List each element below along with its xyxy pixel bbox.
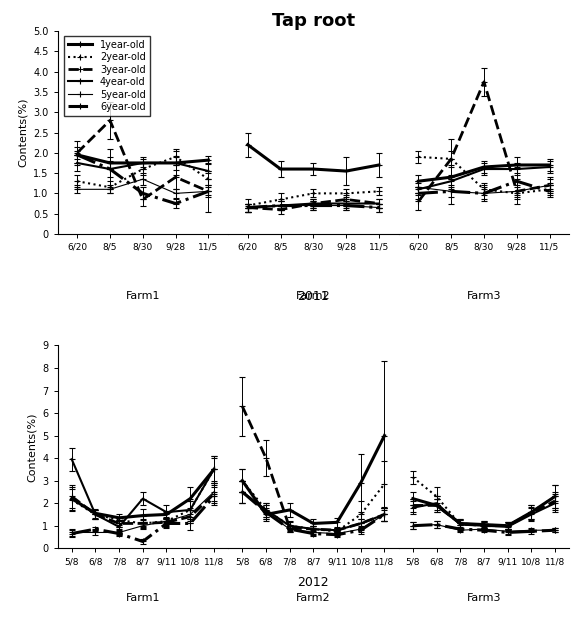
Text: Farm1: Farm1 [125, 593, 160, 603]
Text: 2011: 2011 [298, 290, 329, 303]
Text: Farm2: Farm2 [296, 593, 331, 603]
Y-axis label: Contents(%): Contents(%) [17, 98, 28, 168]
Title: Tap root: Tap root [272, 12, 355, 30]
Text: Farm2: Farm2 [296, 291, 331, 301]
Y-axis label: Contents(%): Contents(%) [26, 412, 37, 482]
Text: Farm1: Farm1 [125, 291, 160, 301]
Text: 2012: 2012 [298, 576, 329, 589]
Legend: 1year-old, 2year-old, 3year-old, 4year-old, 5year-old, 6year-old: 1year-old, 2year-old, 3year-old, 4year-o… [64, 36, 150, 116]
Text: Farm3: Farm3 [467, 593, 501, 603]
Text: Farm3: Farm3 [467, 291, 501, 301]
